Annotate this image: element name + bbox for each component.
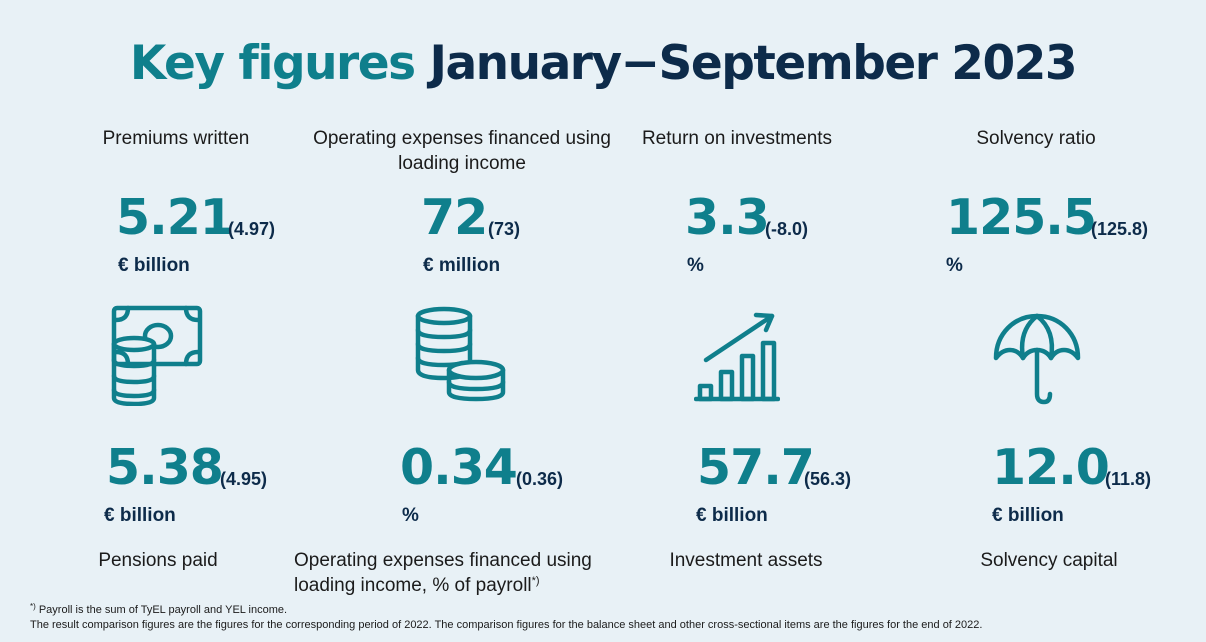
comparison-return-on-investments: (-8.0) [765,219,809,239]
comparison-operating-expenses: (73) [488,219,521,239]
label-operating-expenses-payroll-line2: loading income, % of payroll [294,575,532,596]
label-solvency-capital: Solvency capital [980,550,1118,571]
unit-return-on-investments: % [687,255,704,276]
label-return-on-investments: Return on investments [641,128,833,149]
footnote-marker: *) [30,602,36,611]
umbrella-icon [992,312,1082,406]
comparison-pensions-paid: (4.95) [220,469,268,489]
comparison-operating-expenses-payroll: (0.36) [516,469,564,489]
comparison-solvency-capital: (11.8) [1105,469,1152,489]
value-operating-expenses: 72 [421,189,488,246]
label-operating-expenses-payroll-line1: Operating expenses financed using [294,550,592,571]
unit-solvency-ratio: % [946,255,963,276]
coin-stacks-icon [414,306,508,402]
label-operating-expenses: Operating expenses financed using loadin… [313,128,611,174]
comparison-solvency-ratio: (125.8) [1091,219,1149,239]
value-premiums-written: 5.21 [116,189,234,246]
unit-solvency-capital: € billion [992,505,1064,526]
value-operating-expenses-payroll: 0.34 [400,439,518,496]
comparison-investment-assets: (56.3) [804,469,852,489]
footnote-comparison: The result comparison figures are the fi… [30,619,983,631]
unit-investment-assets: € billion [696,505,768,526]
value-return-on-investments: 3.3 [685,189,770,246]
unit-operating-expenses: € million [423,255,501,276]
value-pensions-paid: 5.38 [106,439,224,496]
footnote-payroll: *) Payroll is the sum of TyEL payroll an… [30,603,287,617]
value-solvency-ratio: 125.5 [946,189,1097,246]
value-investment-assets: 57.7 [697,439,815,496]
title-highlight: Key figures [129,36,416,91]
label-premiums-written: Premiums written [102,128,250,149]
comparison-premiums-written: (4.97) [228,219,276,239]
money-icon [108,302,204,406]
title-period: January−September 2023 [429,36,1077,91]
label-operating-expenses-payroll: Operating expenses financed using loading… [294,548,592,598]
footnote-payroll-text: Payroll is the sum of TyEL payroll and Y… [35,604,288,616]
page-title: Key figures January−September 2023 [0,34,1206,94]
label-solvency-ratio: Solvency ratio [976,128,1096,149]
footnote-reference: *) [531,575,540,587]
growth-chart-icon [694,310,780,402]
unit-pensions-paid: € billion [104,505,176,526]
unit-operating-expenses-payroll: % [402,505,419,526]
unit-premiums-written: € billion [118,255,190,276]
value-solvency-capital: 12.0 [992,439,1110,496]
label-pensions-paid: Pensions paid [98,550,218,571]
label-investment-assets: Investment assets [669,550,823,571]
